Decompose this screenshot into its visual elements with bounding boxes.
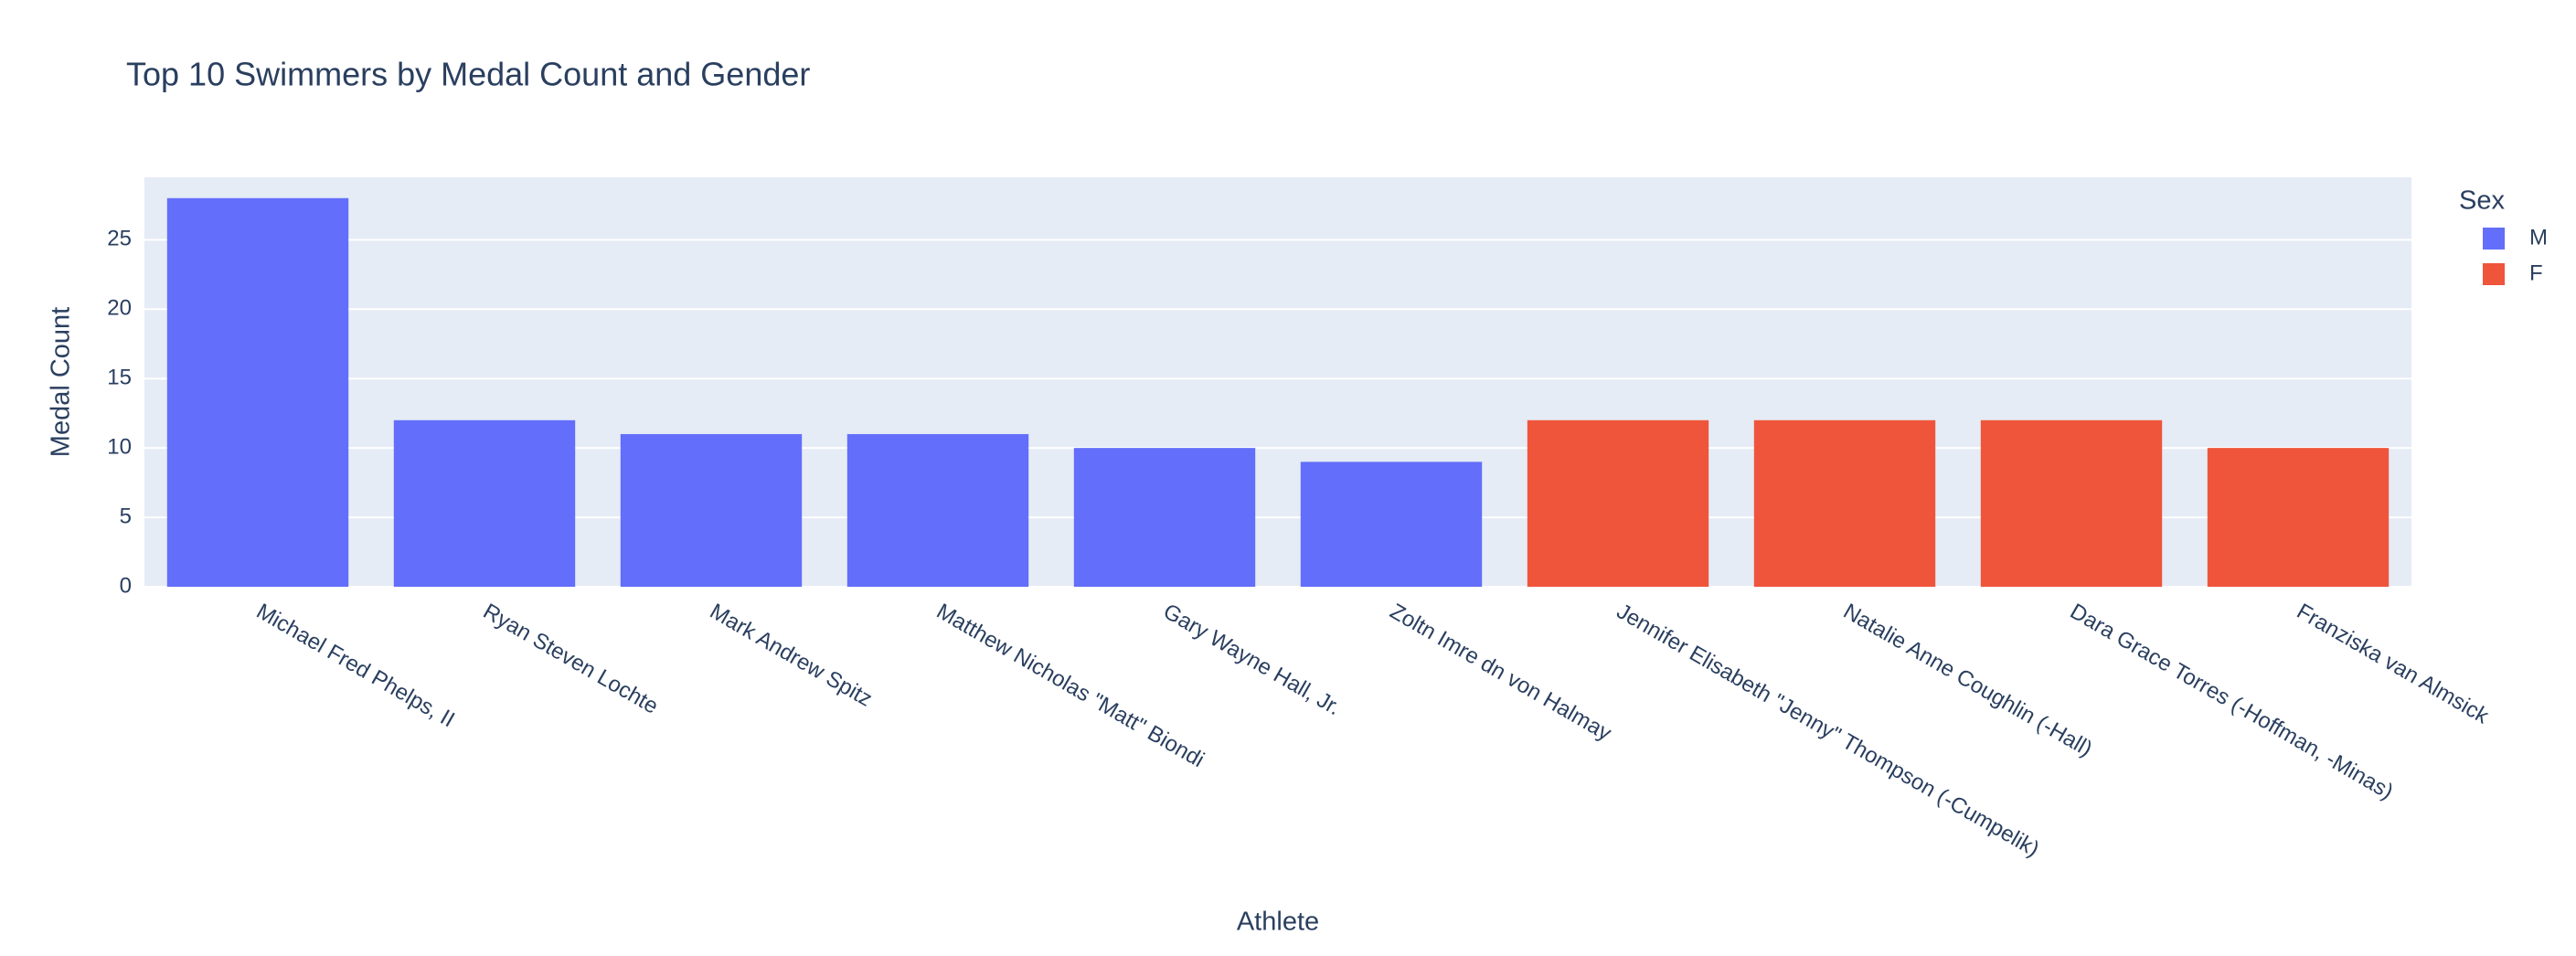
y-tick-label: 20: [107, 296, 132, 321]
y-tick-label: 10: [107, 434, 132, 459]
bar: [846, 433, 1029, 587]
bar: [2207, 448, 2390, 587]
chart-title: Top 10 Swimmers by Medal Count and Gende…: [126, 56, 810, 93]
legend-title: Sex: [2459, 186, 2505, 216]
x-tick-label: Mark Andrew Spitz: [706, 599, 877, 711]
legend-swatch[interactable]: [2483, 263, 2505, 285]
y-tick-label: 15: [107, 366, 132, 390]
x-tick-label: Natalie Anne Coughlin (-Hall): [1839, 599, 2097, 761]
bar: [1753, 420, 1936, 587]
x-axis-title: Athlete: [1237, 908, 1319, 937]
bar: [1073, 448, 1256, 587]
bar: [1527, 420, 1709, 587]
legend-label[interactable]: F: [2529, 260, 2543, 285]
bar: [1980, 420, 2163, 587]
y-tick-label: 25: [107, 227, 132, 251]
bar: [166, 197, 349, 587]
bar: [1300, 462, 1483, 587]
legend-label[interactable]: M: [2529, 225, 2548, 250]
x-tick-label: Franziska van Almsick: [2293, 599, 2494, 729]
bar: [620, 433, 803, 587]
bar: [393, 420, 576, 587]
x-tick-label: Matthew Nicholas "Matt" Biondi: [932, 599, 1208, 772]
x-tick-label: Jennifer Elisabeth "Jenny" Thompson (-Cu…: [1613, 599, 2043, 862]
y-tick-label: 0: [120, 573, 132, 598]
x-tick-label: Ryan Steven Lochte: [479, 599, 663, 718]
y-axis-title: Medal Count: [47, 307, 76, 457]
y-tick-label: 5: [120, 504, 132, 528]
x-tick-label: Zoltn Imre dn von Halmay: [1386, 599, 1615, 746]
legend-swatch[interactable]: [2483, 228, 2505, 250]
x-tick-label: Gary Wayne Hall, Jr.: [1159, 599, 1345, 720]
x-tick-label: Michael Fred Phelps, II: [252, 599, 459, 732]
